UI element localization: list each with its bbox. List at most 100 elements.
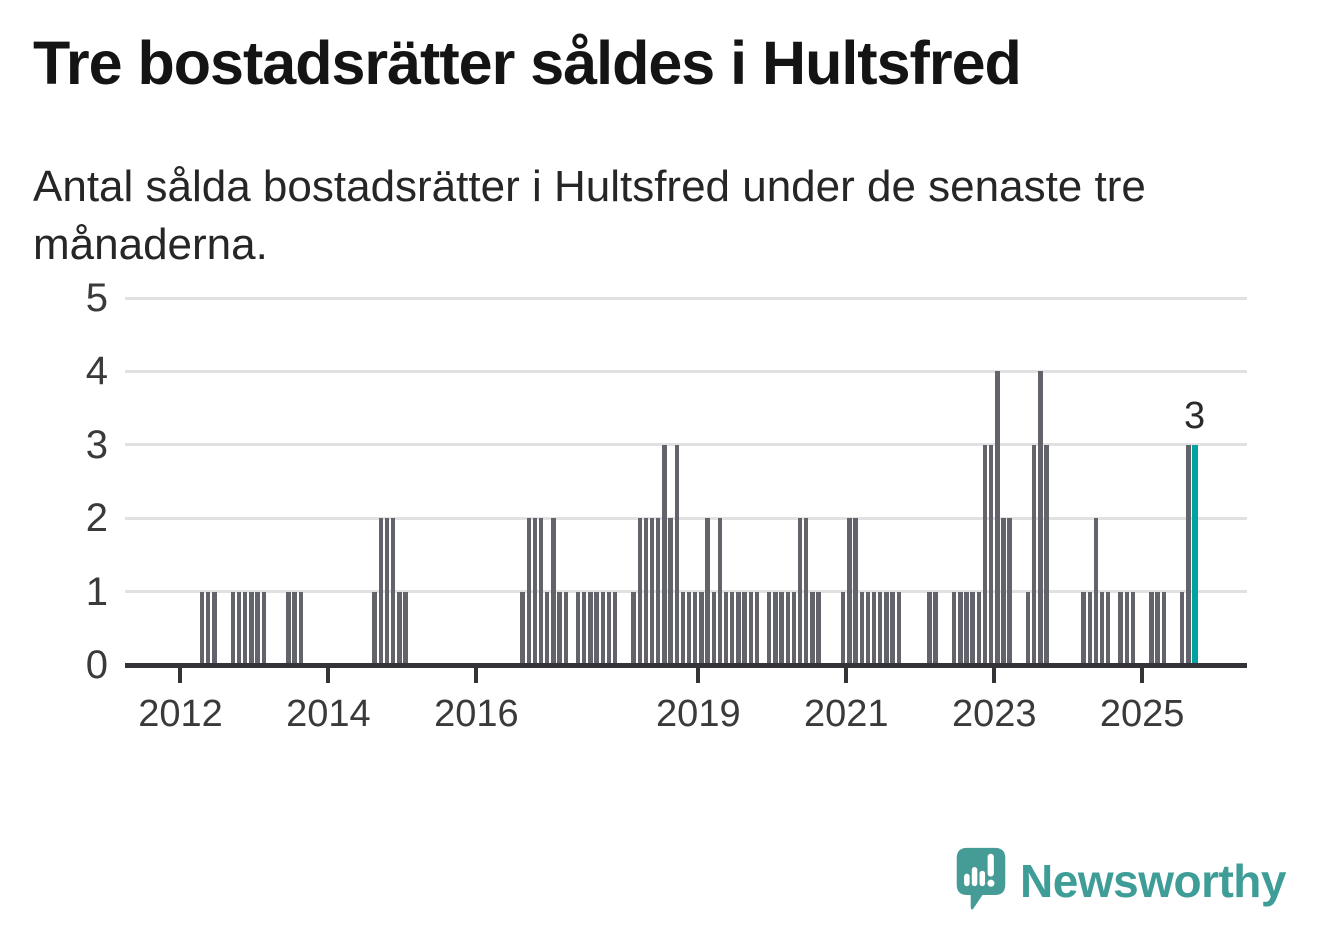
bar bbox=[643, 518, 649, 665]
bar bbox=[884, 591, 889, 665]
bar bbox=[378, 518, 384, 665]
bar bbox=[890, 591, 895, 665]
y-tick-label: 0 bbox=[85, 643, 108, 687]
bar bbox=[705, 518, 710, 665]
bar bbox=[1118, 591, 1123, 665]
bar bbox=[841, 591, 846, 665]
bar bbox=[206, 591, 211, 665]
bar bbox=[1093, 518, 1099, 665]
bar bbox=[717, 518, 723, 665]
x-axis-tick bbox=[474, 668, 479, 683]
x-axis-tick bbox=[178, 668, 183, 683]
bar bbox=[212, 591, 217, 665]
bar bbox=[853, 518, 858, 665]
bar bbox=[600, 591, 605, 665]
bar bbox=[292, 591, 297, 665]
bar bbox=[1038, 371, 1043, 665]
bar bbox=[1155, 591, 1160, 665]
bar bbox=[637, 518, 642, 665]
bar bbox=[927, 591, 932, 665]
bar bbox=[656, 518, 661, 665]
bar bbox=[606, 591, 612, 665]
grid-line bbox=[125, 369, 1247, 373]
bar bbox=[896, 591, 901, 665]
y-tick-label: 1 bbox=[85, 569, 108, 614]
bar bbox=[964, 591, 969, 665]
x-axis-tick bbox=[844, 668, 849, 683]
bar bbox=[680, 591, 686, 665]
bar bbox=[723, 591, 729, 665]
chart-subtitle: Antal sålda bostadsrätter i Hultsfred un… bbox=[33, 162, 1146, 270]
bar bbox=[1001, 518, 1006, 665]
bar bbox=[575, 591, 581, 665]
bar bbox=[538, 518, 544, 665]
bar bbox=[582, 591, 587, 665]
bar bbox=[847, 518, 852, 665]
bar bbox=[686, 591, 692, 665]
bar bbox=[871, 591, 877, 665]
bar bbox=[804, 518, 809, 665]
bar bbox=[791, 591, 797, 665]
bar bbox=[1044, 444, 1049, 665]
bar bbox=[557, 591, 562, 665]
bar bbox=[1025, 591, 1031, 665]
bar bbox=[668, 518, 673, 665]
x-tick-label: 2025 bbox=[1099, 693, 1185, 735]
bar bbox=[742, 591, 747, 665]
bar bbox=[1186, 444, 1191, 665]
brand-footer: Newsworthy bbox=[956, 847, 1286, 915]
bar bbox=[767, 591, 772, 665]
x-axis-tick bbox=[992, 668, 997, 683]
x-tick-label: 2019 bbox=[656, 693, 741, 735]
bar bbox=[1081, 591, 1086, 665]
bar bbox=[372, 591, 377, 665]
bar bbox=[958, 591, 963, 665]
bar bbox=[243, 591, 248, 665]
x-tick-label: 2021 bbox=[804, 693, 889, 735]
bar bbox=[384, 518, 390, 665]
bar bbox=[730, 591, 735, 665]
bar bbox=[1180, 591, 1185, 665]
bar bbox=[754, 591, 760, 665]
bar bbox=[951, 591, 957, 665]
brand-name: Newsworthy bbox=[1020, 855, 1286, 907]
bar bbox=[816, 591, 821, 665]
bar bbox=[797, 518, 803, 665]
bar bbox=[1032, 444, 1037, 665]
chart-title: Tre bostadsrätter såldes i Hultsfred bbox=[33, 29, 1022, 97]
bar bbox=[970, 591, 975, 665]
bar bbox=[390, 518, 396, 665]
bar bbox=[551, 518, 556, 665]
bar bbox=[199, 591, 205, 665]
x-axis-tick bbox=[1140, 668, 1145, 683]
bar bbox=[545, 591, 550, 665]
bar bbox=[736, 591, 741, 665]
bar bbox=[988, 444, 994, 665]
bar bbox=[526, 518, 531, 665]
bar bbox=[286, 591, 291, 665]
y-tick-label: 4 bbox=[85, 349, 108, 394]
bar bbox=[261, 591, 266, 665]
bar bbox=[631, 591, 636, 665]
bar bbox=[785, 591, 790, 665]
bar bbox=[1130, 591, 1136, 665]
bar bbox=[612, 591, 618, 665]
bar bbox=[865, 591, 871, 665]
y-tick-label: 5 bbox=[85, 276, 108, 320]
bar bbox=[594, 591, 599, 665]
bar bbox=[230, 591, 236, 665]
bar bbox=[1124, 591, 1129, 665]
bar bbox=[933, 591, 938, 665]
bar bbox=[674, 444, 679, 665]
bar bbox=[588, 591, 593, 665]
bar bbox=[520, 591, 525, 665]
bar bbox=[1161, 591, 1166, 665]
x-axis-line bbox=[125, 663, 1247, 668]
bar bbox=[649, 518, 655, 665]
bar bbox=[298, 591, 303, 665]
bar bbox=[249, 591, 254, 665]
bar bbox=[878, 591, 883, 665]
bar bbox=[662, 444, 667, 665]
y-tick-label: 2 bbox=[85, 496, 108, 541]
